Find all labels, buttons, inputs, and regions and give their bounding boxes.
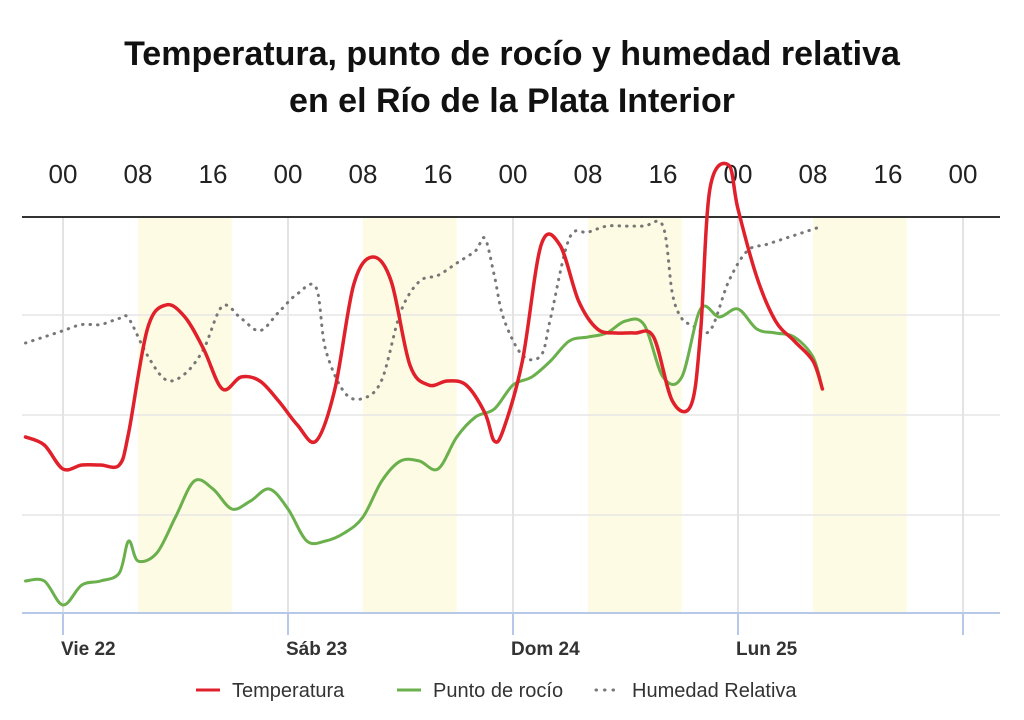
top-tick-label-6: 16: [424, 159, 453, 189]
legend-label-2: Punto de rocío: [433, 680, 563, 702]
top-tick-label-1: 00: [49, 159, 78, 189]
top-tick-label-7: 00: [499, 159, 528, 189]
top-tick-label-9: 16: [649, 159, 678, 189]
top-tick-label-5: 08: [349, 159, 378, 189]
top-tick-label-11: 08: [799, 159, 828, 189]
day-labels: Vie 22 Sáb 23 Dom 24 Lun 25: [61, 639, 798, 660]
day-label-2: Sáb 23: [286, 639, 347, 660]
top-tick-label-3: 16: [199, 159, 228, 189]
series-lines: [23, 161, 825, 607]
chart-title-line-1: Temperatura, punto de rocío y humedad re…: [124, 35, 900, 73]
chart-title-line-2: en el Río de la Plata Interior: [289, 82, 735, 120]
legend: Temperatura Punto de rocío Humedad Relativ…: [196, 680, 797, 702]
series-line-humedad-relativa: [24, 219, 824, 401]
day-label-4: Lun 25: [736, 639, 798, 660]
top-tick-labels: 00 08 16 00 08 16 00 08 16 00 08 16 00: [49, 159, 978, 189]
series-line-punto-de-rocio: [24, 304, 824, 607]
legend-label-3: Humedad Relativa: [632, 680, 797, 702]
top-tick-label-4: 00: [274, 159, 303, 189]
top-tick-label-2: 08: [124, 159, 153, 189]
top-tick-label-12: 16: [874, 159, 903, 189]
series-line-temperatura: [23, 161, 825, 472]
top-tick-label-13: 00: [949, 159, 978, 189]
day-label-3: Dom 24: [511, 639, 580, 660]
legend-label-1: Temperatura: [232, 680, 345, 702]
day-label-1: Vie 22: [61, 639, 116, 660]
top-tick-label-8: 08: [574, 159, 603, 189]
day-tick-marks: [62, 613, 964, 635]
